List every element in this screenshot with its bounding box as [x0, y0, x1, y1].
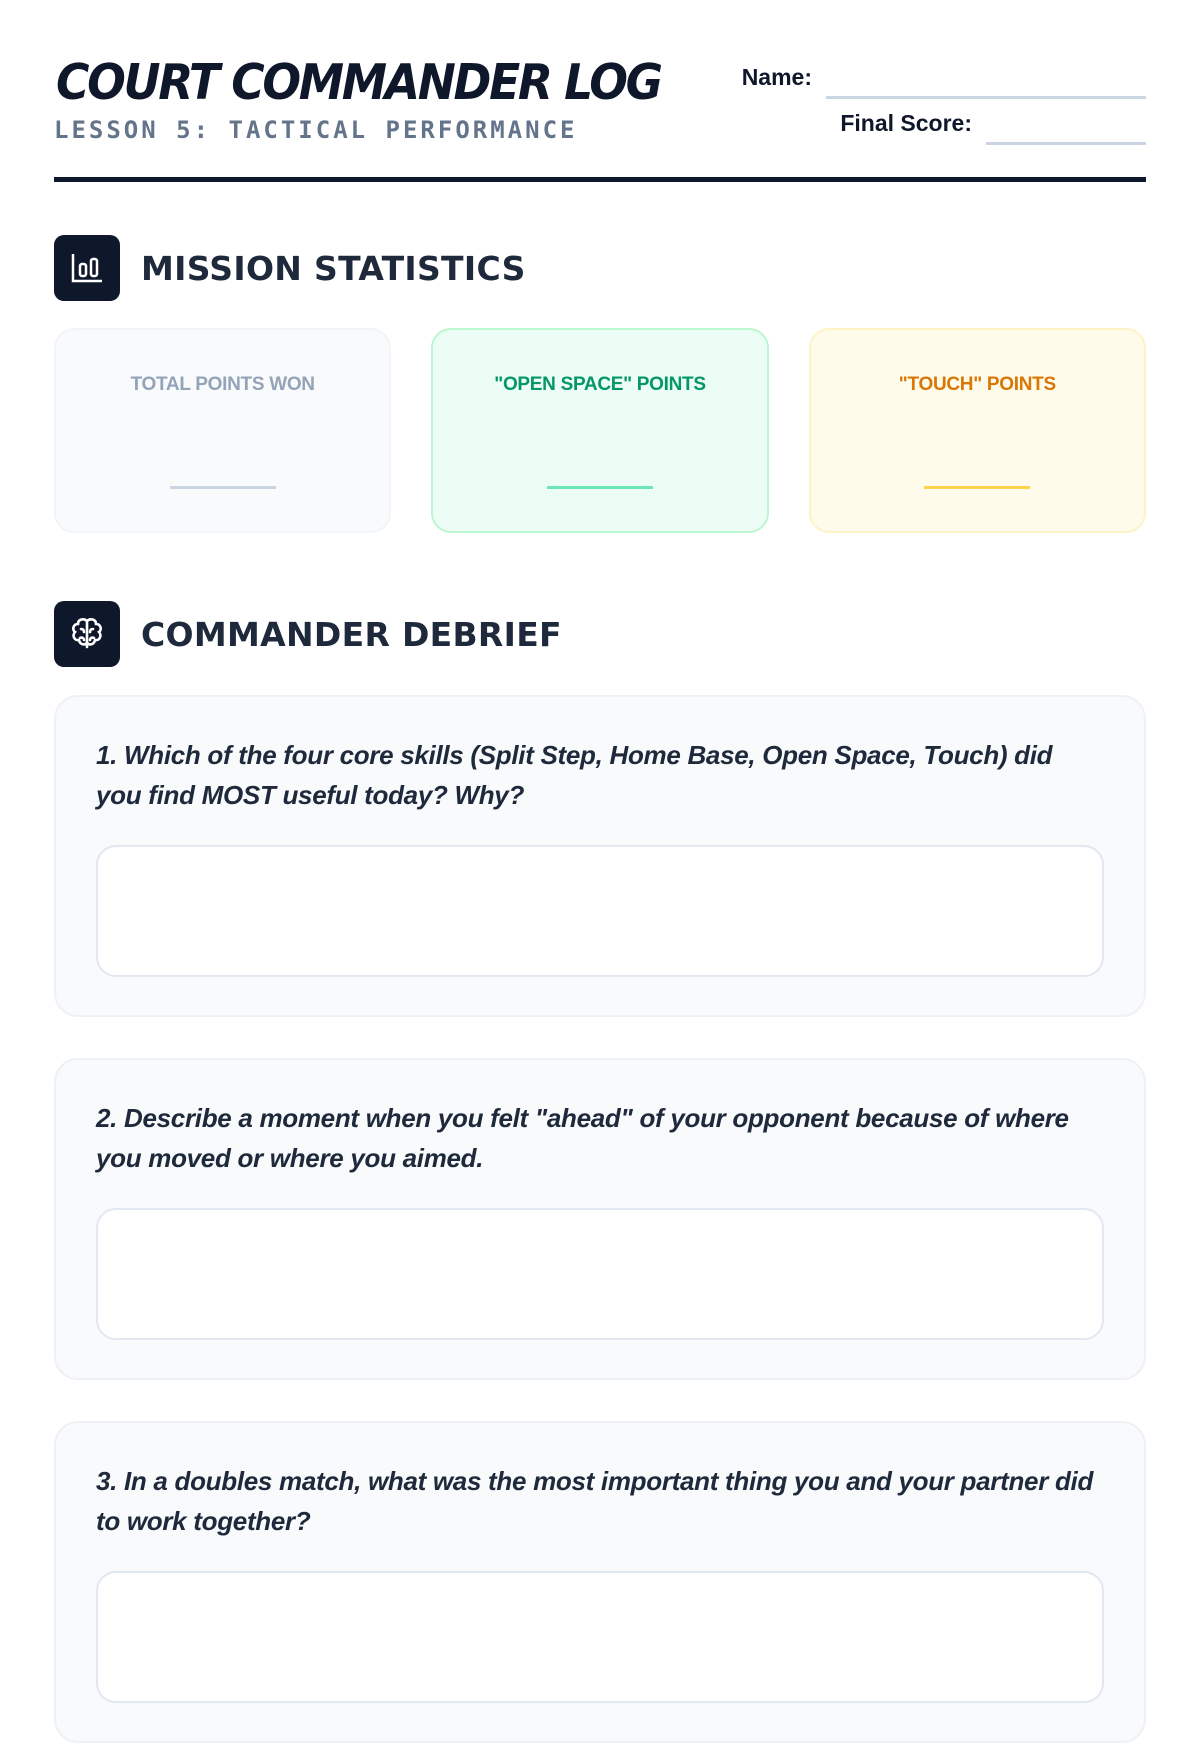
answer-box[interactable]	[96, 1208, 1104, 1340]
page-title: COURT COMMANDER LOG	[56, 54, 663, 111]
question-card: 3. In a doubles match, what was the most…	[54, 1421, 1146, 1743]
commander-debrief-heading: COMMANDER DEBRIEF	[54, 601, 562, 667]
final-score-input-line[interactable]	[986, 142, 1146, 145]
question-text: 2. Describe a moment when you felt "ahea…	[96, 1103, 1069, 1173]
brain-icon	[54, 601, 120, 667]
bar-chart-icon	[54, 235, 120, 301]
question-card: 1. Which of the four core skills (Split …	[54, 695, 1146, 1017]
stat-blank[interactable]	[546, 486, 653, 489]
name-label: Name:	[741, 64, 812, 90]
stat-card-open-space: "OPEN SPACE" POINTS	[431, 328, 769, 533]
stat-label: "TOUCH" POINTS	[898, 374, 1056, 395]
question-card: 2. Describe a moment when you felt "ahea…	[54, 1058, 1146, 1380]
stat-card-touch: "TOUCH" POINTS	[808, 328, 1146, 533]
final-score-field[interactable]: Final Score:	[840, 110, 1146, 145]
page-header: COURT COMMANDER LOG LESSON 5: TACTICAL P…	[54, 50, 1146, 182]
answer-box[interactable]	[96, 1571, 1104, 1703]
stat-label: "OPEN SPACE" POINTS	[494, 374, 706, 395]
stat-blank[interactable]	[169, 486, 276, 489]
section-title: COMMANDER DEBRIEF	[141, 614, 562, 654]
stat-card-total-points: TOTAL POINTS WON	[54, 328, 392, 533]
mission-statistics-heading: MISSION STATISTICS	[54, 235, 526, 301]
final-score-label: Final Score:	[840, 110, 972, 136]
stat-blank[interactable]	[924, 486, 1031, 489]
question-text: 3. In a doubles match, what was the most…	[96, 1466, 1094, 1536]
answer-box[interactable]	[96, 845, 1104, 977]
page-subtitle: LESSON 5: TACTICAL PERFORMANCE	[54, 116, 578, 144]
name-input-line[interactable]	[826, 96, 1146, 99]
section-title: MISSION STATISTICS	[141, 248, 526, 288]
stats-cards: TOTAL POINTS WON "OPEN SPACE" POINTS "TO…	[54, 328, 1146, 533]
stat-label: TOTAL POINTS WON	[130, 374, 315, 395]
question-text: 1. Which of the four core skills (Split …	[96, 740, 1053, 810]
name-field[interactable]: Name:	[741, 64, 1146, 99]
